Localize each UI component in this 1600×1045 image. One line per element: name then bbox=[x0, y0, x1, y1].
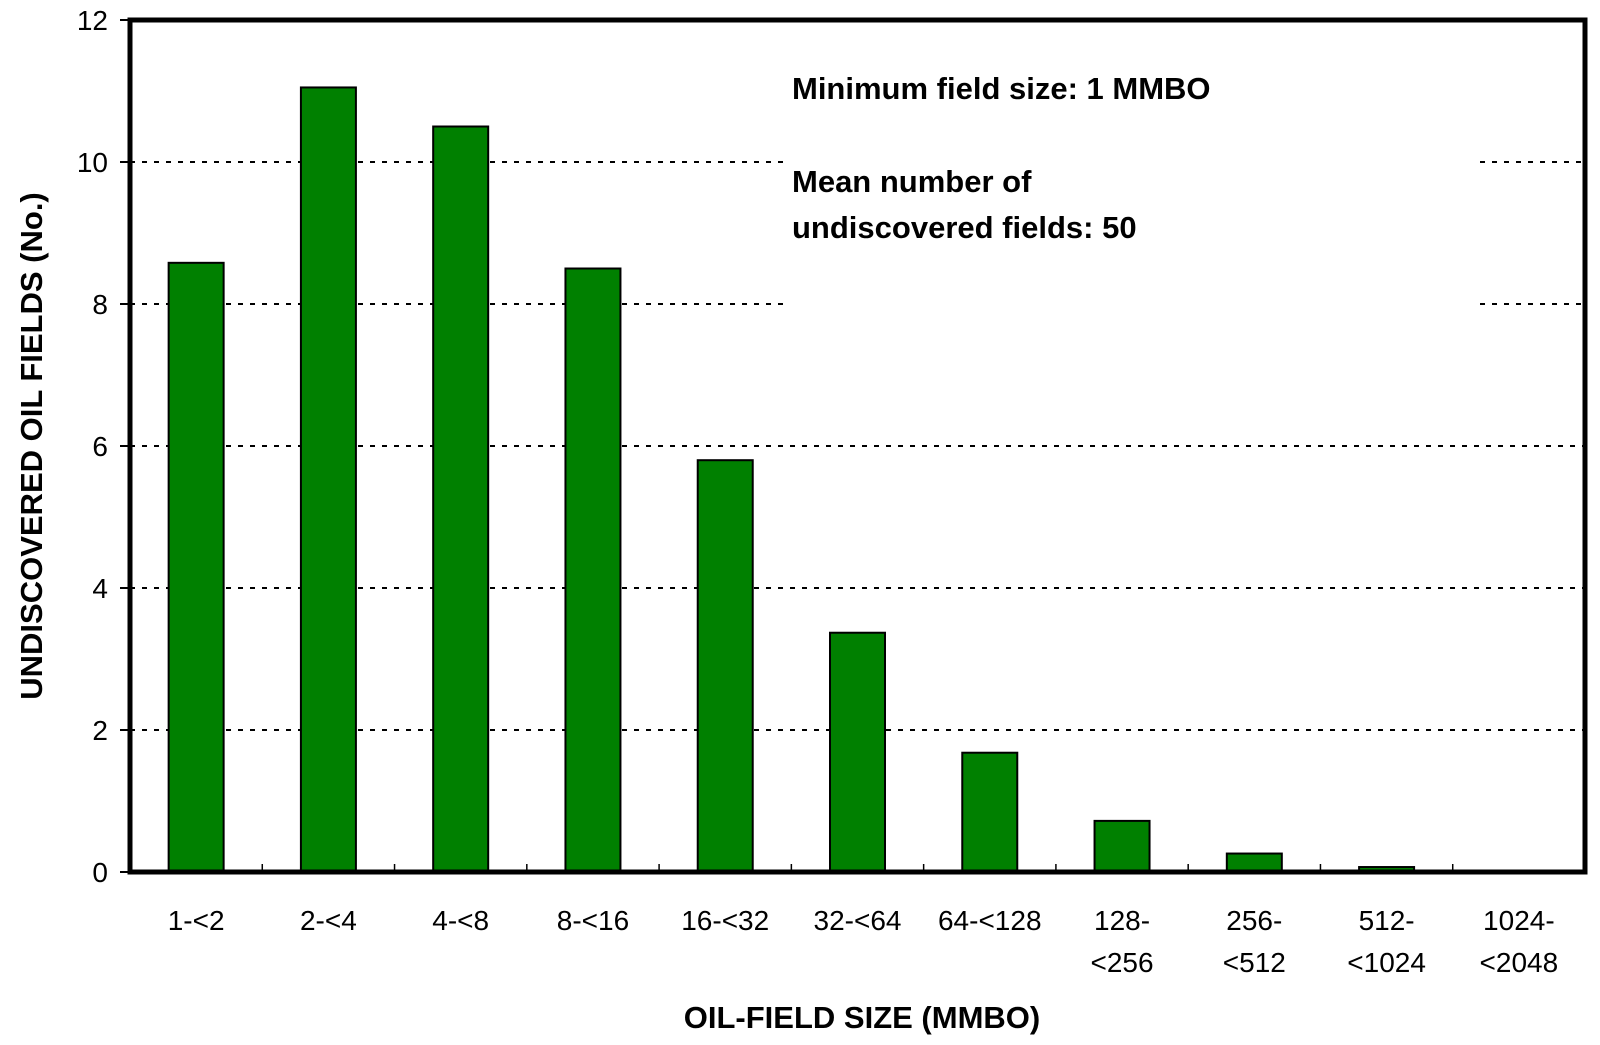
y-tick-label: 4 bbox=[92, 573, 108, 604]
x-tick-label: <512 bbox=[1223, 947, 1286, 978]
x-tick-label: 64-<128 bbox=[938, 905, 1042, 936]
y-tick-label: 0 bbox=[92, 857, 108, 888]
bar-6 bbox=[961, 751, 1019, 873]
x-tick-label: 512- bbox=[1359, 905, 1415, 936]
bar-1 bbox=[299, 86, 357, 873]
bars bbox=[167, 86, 1416, 874]
x-tick-label: <256 bbox=[1091, 947, 1154, 978]
x-tick-label: 2-<4 bbox=[300, 905, 357, 936]
bar-0 bbox=[167, 261, 225, 873]
bar-4 bbox=[696, 459, 754, 873]
x-tick-label: <2048 bbox=[1480, 947, 1559, 978]
plot-frame bbox=[127, 17, 1588, 875]
x-tick-label: 32-<64 bbox=[814, 905, 902, 936]
x-axis-tick-labels: 1-<2 2-<4 4-<8 8-<16 16-<32 32-<64 64-<128 128-… bbox=[168, 905, 1558, 978]
y-axis-title: UNDISCOVERED OIL FIELDS (No.) bbox=[14, 192, 49, 700]
y-axis-ticks: 0 2 4 6 8 10 12 bbox=[77, 5, 130, 888]
y-tick-label: 12 bbox=[77, 5, 108, 36]
y-tick-label: 6 bbox=[92, 431, 108, 462]
annotation-mean-line-1: Mean number of bbox=[792, 164, 1032, 199]
x-tick-label: 16-<32 bbox=[681, 905, 769, 936]
x-tick-label: 8-<16 bbox=[557, 905, 629, 936]
annotation-mean-line-2: undiscovered fields: 50 bbox=[792, 210, 1137, 245]
x-tick-label: 1024- bbox=[1483, 905, 1555, 936]
x-tick-label: <1024 bbox=[1347, 947, 1426, 978]
bar-2 bbox=[432, 125, 490, 873]
bar-5 bbox=[829, 631, 886, 873]
x-tick-label: 128- bbox=[1094, 905, 1150, 936]
y-tick-label: 10 bbox=[77, 147, 108, 178]
y-tick-label: 2 bbox=[92, 715, 108, 746]
bar-7 bbox=[1093, 819, 1151, 874]
x-tick-label: 256- bbox=[1226, 905, 1282, 936]
y-tick-label: 8 bbox=[92, 289, 108, 320]
x-tick-label: 4-<8 bbox=[432, 905, 489, 936]
bar-8 bbox=[1225, 852, 1283, 873]
x-tick-label: 1-<2 bbox=[168, 905, 225, 936]
x-axis-title: OIL-FIELD SIZE (MMBO) bbox=[684, 1000, 1040, 1035]
bar-3 bbox=[564, 267, 622, 873]
annotation-min-field-size: Minimum field size: 1 MMBO bbox=[792, 71, 1211, 106]
